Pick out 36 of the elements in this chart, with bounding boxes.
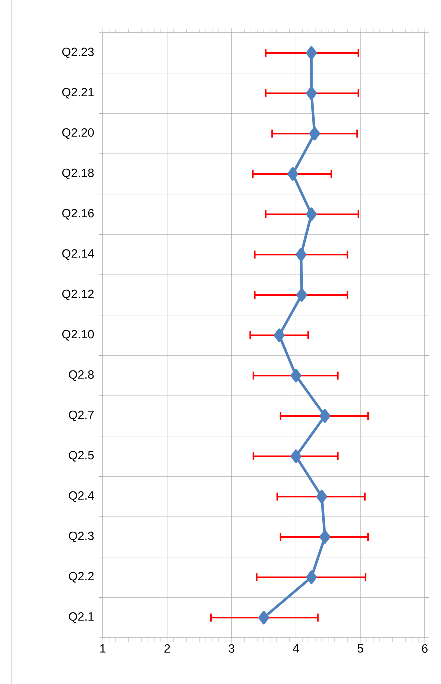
point <box>306 570 318 584</box>
point <box>316 490 328 504</box>
y-tick-label: Q2.1 <box>69 612 94 624</box>
y-tick-label: Q2.16 <box>62 209 94 220</box>
y-tick-label: Q2.23 <box>62 48 94 58</box>
point <box>306 208 318 222</box>
point <box>320 409 331 423</box>
point <box>288 167 298 181</box>
x-tick-label: 1 <box>100 644 106 653</box>
y-tick-label: Q2.12 <box>62 290 94 300</box>
point <box>296 288 308 302</box>
point <box>306 46 318 60</box>
point <box>290 369 302 383</box>
x-tick-label: 4 <box>293 644 300 653</box>
y-tick-label: Q2.21 <box>62 88 94 99</box>
point <box>274 328 285 342</box>
point <box>258 611 270 625</box>
point <box>296 248 307 262</box>
y-tick-label: Q2.18 <box>62 168 94 180</box>
y-tick-label: Q2.8 <box>69 370 94 382</box>
y-tick-label: Q2.20 <box>62 128 94 140</box>
point <box>306 86 318 100</box>
x-tick-label: 6 <box>422 644 428 653</box>
x-tick-label: 2 <box>164 644 170 653</box>
x-tick-label: 3 <box>228 644 235 653</box>
x-tick-label: 5 <box>358 644 364 653</box>
point <box>309 127 320 141</box>
y-tick-label: Q2.4 <box>69 492 94 502</box>
y-tick-label: Q2.3 <box>69 532 94 542</box>
y-tick-label: Q2.10 <box>62 330 94 341</box>
y-tick-label: Q2.2 <box>69 572 94 583</box>
point <box>320 530 331 544</box>
y-tick-label: Q2.14 <box>62 250 94 260</box>
point <box>290 450 302 464</box>
y-tick-label: Q2.7 <box>69 410 94 422</box>
y-tick-label: Q2.5 <box>69 451 94 462</box>
